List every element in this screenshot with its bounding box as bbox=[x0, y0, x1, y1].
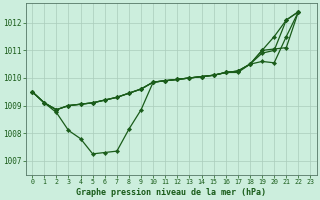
X-axis label: Graphe pression niveau de la mer (hPa): Graphe pression niveau de la mer (hPa) bbox=[76, 188, 266, 197]
